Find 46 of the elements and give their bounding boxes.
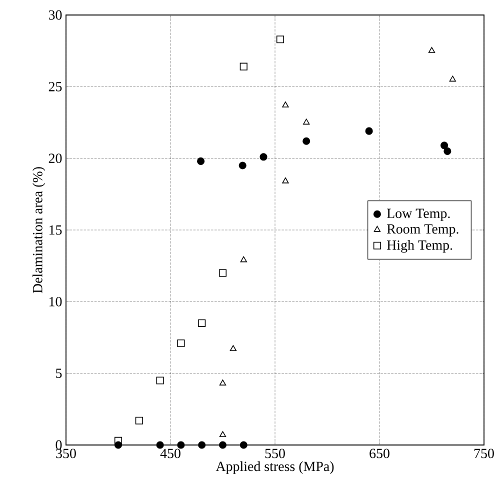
y-tick-label: 5 [56,368,62,378]
point [230,345,237,352]
point [276,36,284,44]
x-tick-label: 750 [474,448,494,458]
point [240,441,248,449]
point [440,142,448,150]
point [238,162,246,170]
x-tick-label: 450 [160,448,180,458]
point [302,137,310,145]
point [156,441,164,449]
point [198,441,206,449]
y-tick-label: 0 [56,440,62,450]
point [444,147,452,155]
point [177,441,185,449]
point [156,376,164,384]
point [218,441,227,449]
y-axis-title: Delamination area (%) [32,167,46,294]
y-tick-label: 15 [50,225,62,235]
point [282,177,289,184]
point [282,102,289,108]
point [219,380,226,386]
y-tick-label: 30 [48,10,62,20]
point [260,153,268,161]
point [449,76,456,82]
point [114,436,122,444]
point [240,256,247,262]
x-tick-label: 550 [265,448,285,458]
point [198,319,206,327]
point [303,118,310,125]
legend-label: Room Temp. [386,224,458,237]
point [177,339,185,348]
legend-label: High Temp. [386,240,452,253]
point [197,157,205,165]
x-axis-title: Applied stress (MPa) [216,461,334,474]
point [135,416,143,424]
point [428,47,436,53]
point [218,269,227,277]
y-tick-label: 20 [48,154,62,164]
point [219,431,226,438]
x-tick-label: 350 [56,448,76,458]
y-tick-label: 10 [50,296,62,306]
point [240,62,248,70]
point [365,127,373,135]
y-tick-label: 25 [48,82,62,92]
legend-label: Low Temp. [386,208,450,221]
x-tick-label: 650 [370,448,390,458]
